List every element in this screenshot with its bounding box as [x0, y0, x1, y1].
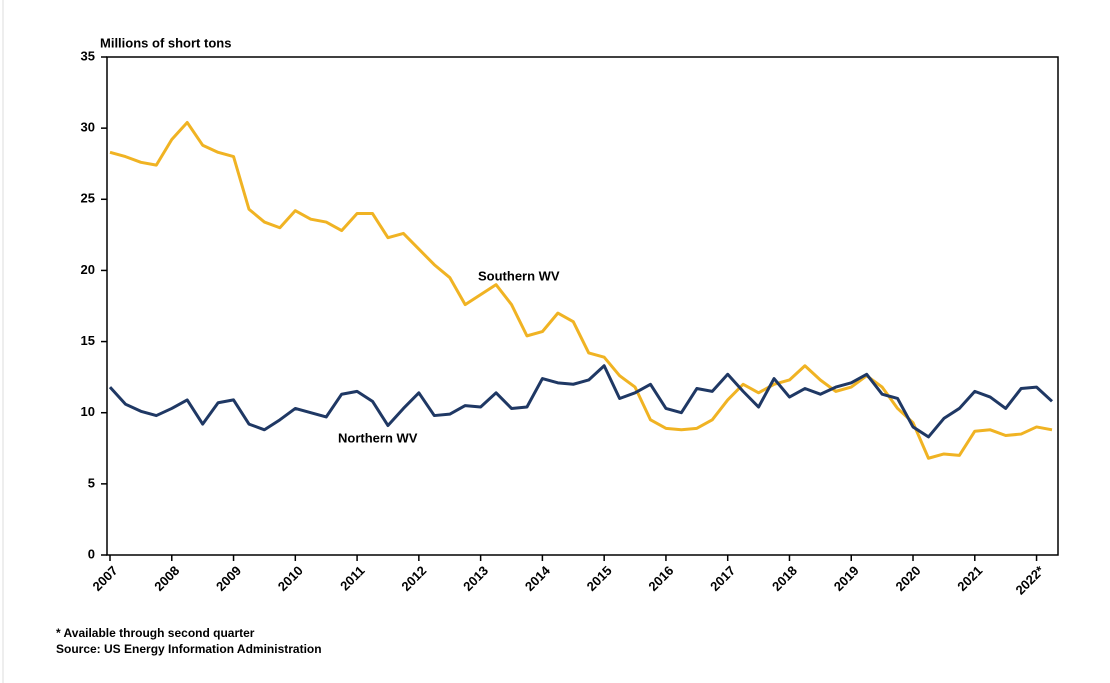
- series-line: [108, 364, 1054, 439]
- y-tick-label: 10: [81, 404, 95, 419]
- y-tick-label: 15: [81, 333, 95, 348]
- source: Source: US Energy Information Administra…: [56, 642, 322, 656]
- y-tick-label: 35: [81, 48, 95, 63]
- series-line: [109, 120, 1053, 460]
- plot-area: [106, 56, 1059, 556]
- footnote: * Available through second quarter: [56, 626, 255, 640]
- series-label: Southern WV: [478, 268, 560, 283]
- y-tick-label: 30: [81, 120, 95, 135]
- y-tick-label: 0: [88, 546, 95, 561]
- series-label: Northern WV: [338, 430, 418, 445]
- y-tick-label: 5: [88, 475, 95, 490]
- y-tick-label: 25: [81, 191, 95, 206]
- y-axis-label: Millions of short tons: [100, 35, 231, 50]
- y-tick-label: 20: [81, 262, 95, 277]
